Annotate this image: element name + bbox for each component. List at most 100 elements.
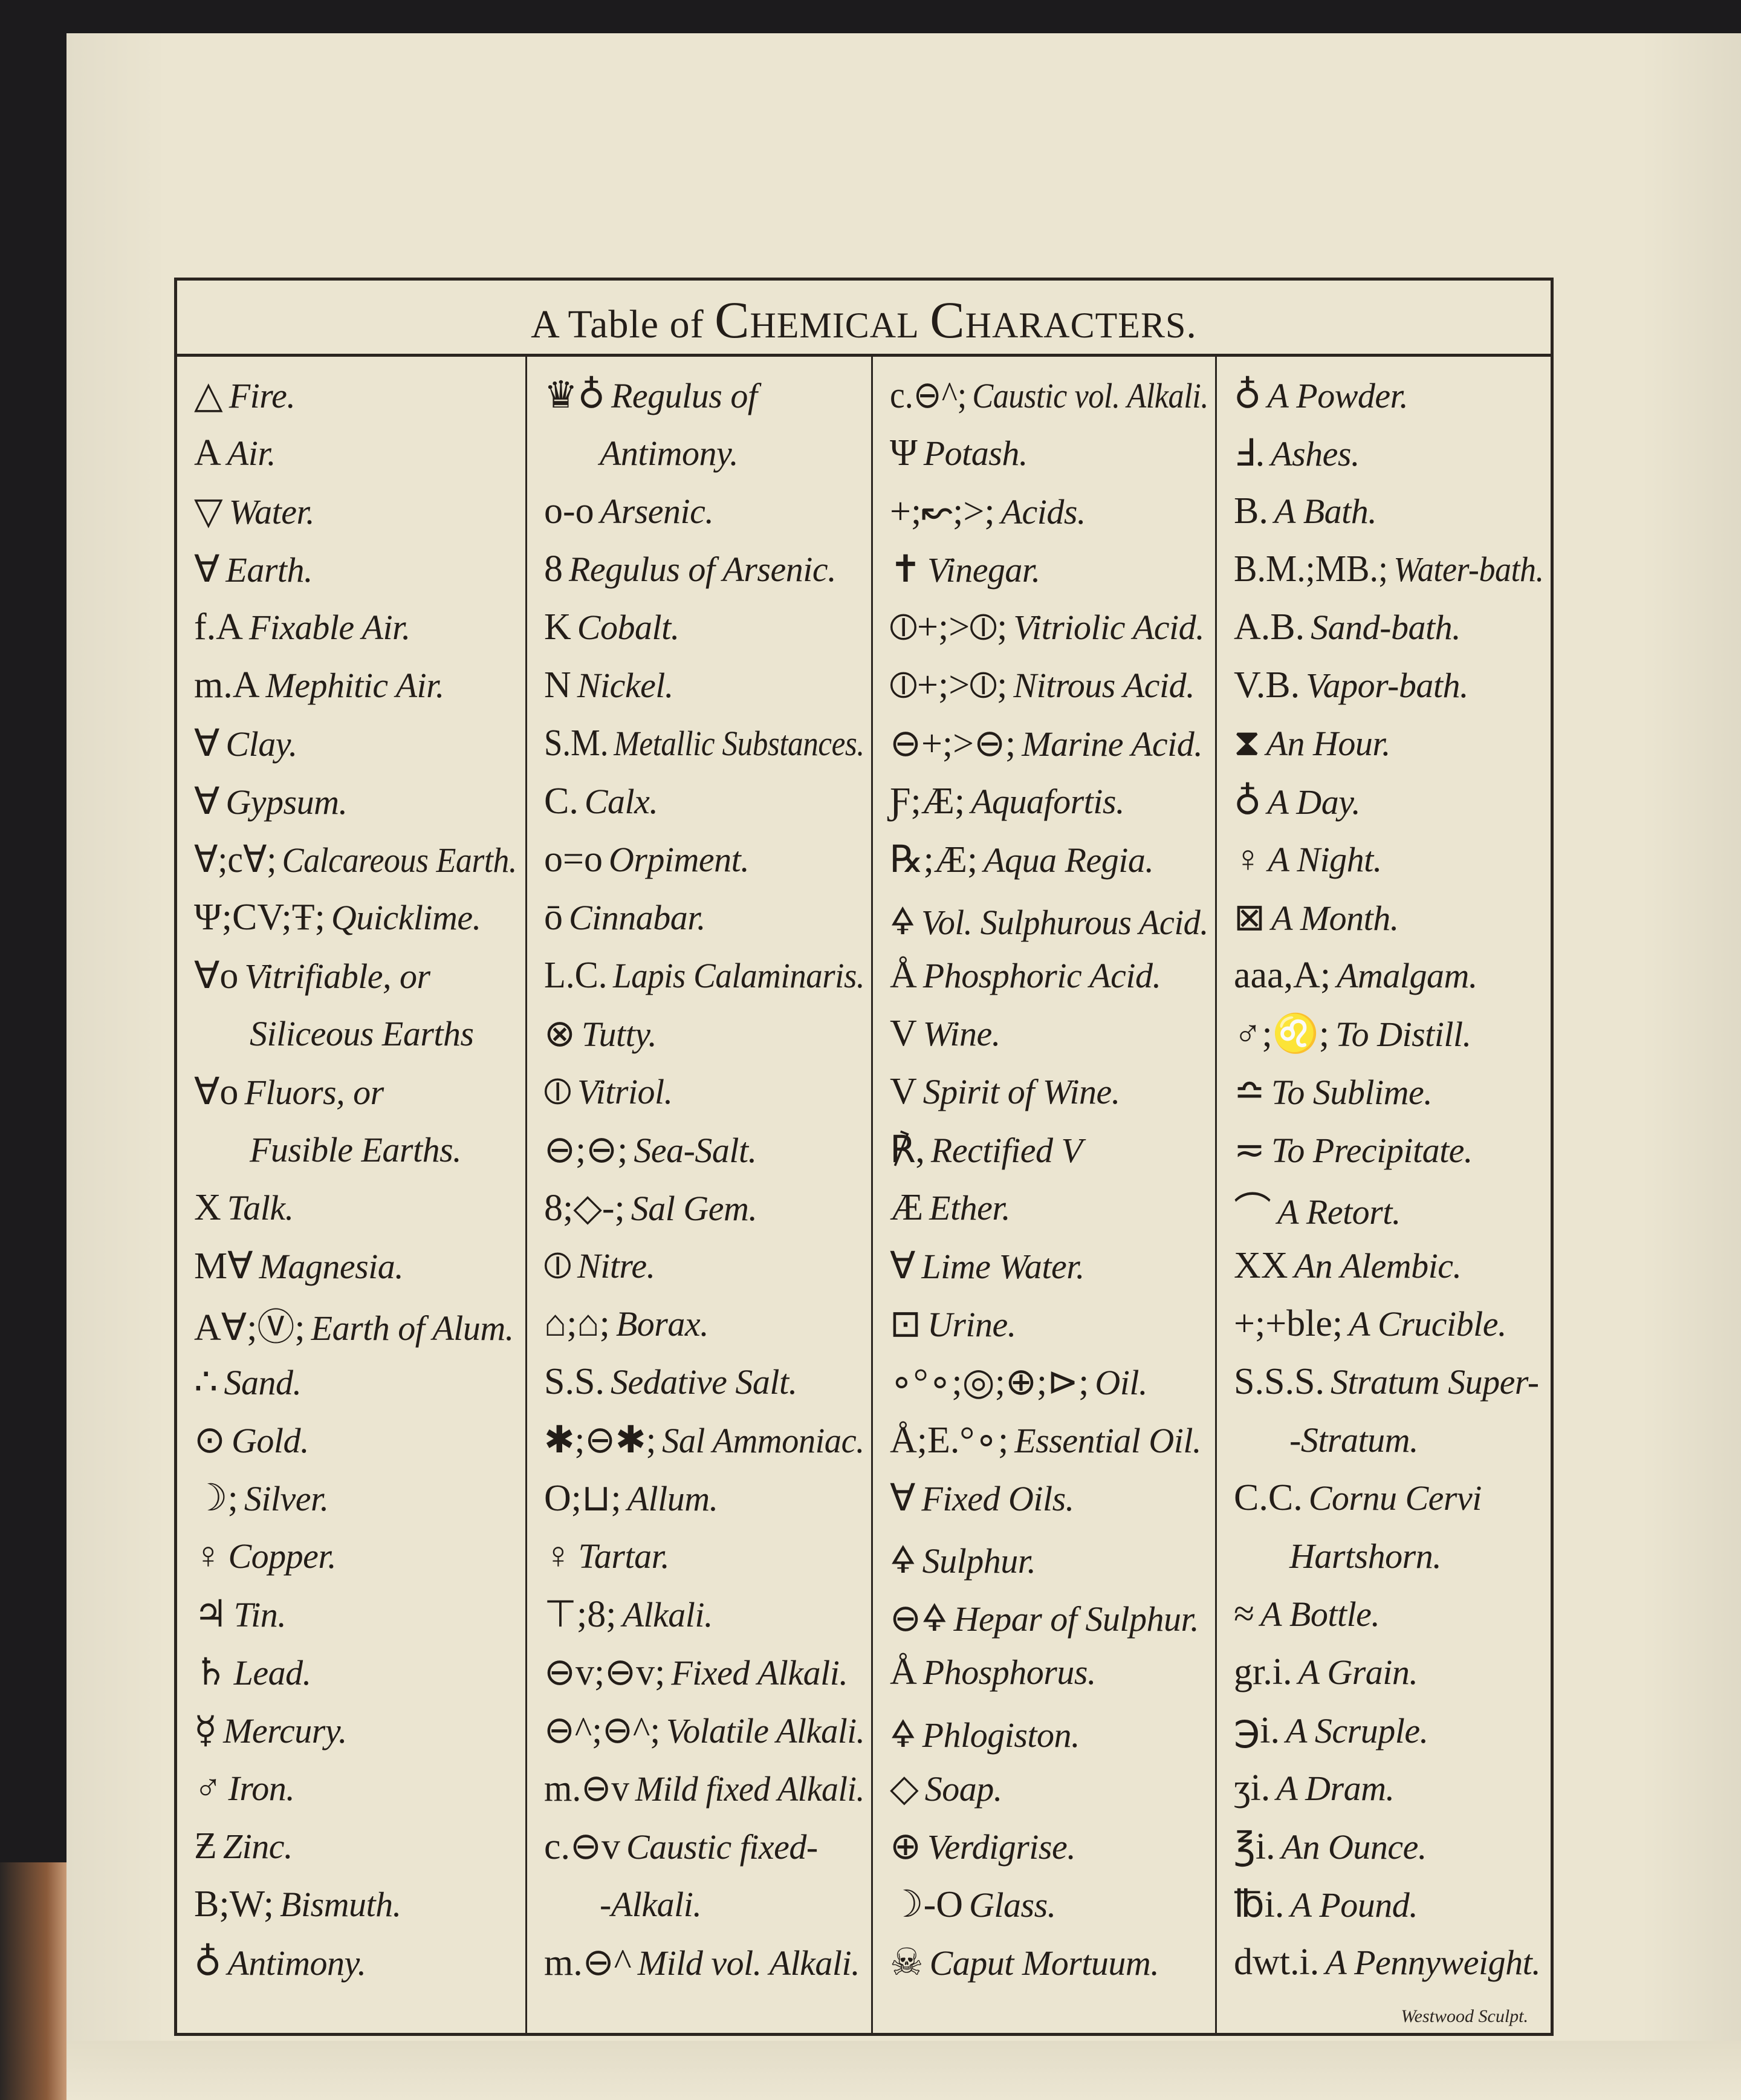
- chemical-characters-table: A Table of Chemical Characters. △ Fire. A A…: [174, 278, 1554, 2036]
- chemical-symbol: ♀: [1234, 838, 1262, 880]
- table-entry: Antimony.: [527, 424, 873, 482]
- entry-content: m.⊖v Mild fixed Alkali.: [544, 1766, 864, 1810]
- entry-label: Vitrifiable, or: [244, 957, 430, 996]
- entry-content: ⊗ Tutty.: [544, 1011, 657, 1056]
- chemical-symbol: ⊤;8;: [544, 1594, 617, 1635]
- table-entry: ∀o Fluors, or: [177, 1062, 525, 1120]
- table-entry: ≈ A Bottle.: [1217, 1585, 1552, 1643]
- entry-label: Cornu Cervi: [1308, 1478, 1482, 1518]
- chemical-symbol: ∀: [194, 781, 220, 822]
- chemical-symbol: ⊖;⊖;: [544, 1130, 628, 1171]
- chemical-symbol: ō: [544, 896, 563, 938]
- table-entry: ♂;♌; To Distill.: [1217, 1004, 1552, 1062]
- entry-label: Clay.: [225, 724, 297, 764]
- entry-content: ∀ Lime Water.: [890, 1243, 1084, 1288]
- entry-content: ♂;♌; To Distill.: [1234, 1012, 1471, 1056]
- entry-content: ∀ Gypsum.: [194, 779, 348, 824]
- chemical-symbol: f.A: [194, 606, 243, 648]
- table-entry: m.⊖v Mild fixed Alkali.: [527, 1759, 873, 1817]
- chemical-symbol: ʒi.: [1234, 1767, 1271, 1809]
- entry-content: B;W; Bismuth.: [194, 1883, 401, 1926]
- chemical-symbol: XX: [1234, 1244, 1288, 1286]
- chemical-symbol: ⌒: [1234, 1191, 1272, 1232]
- chemical-symbol: ☿: [194, 1710, 218, 1751]
- entry-content: M∀ Magnesia.: [194, 1243, 404, 1288]
- book-edge: [0, 1862, 66, 2100]
- chemical-symbol: m.A: [194, 664, 260, 706]
- table-entry: V Wine.: [873, 1004, 1217, 1062]
- entry-content: K Cobalt.: [544, 606, 679, 649]
- entry-content: ♃ Tin.: [194, 1591, 287, 1636]
- table-entry: 🜍 Phlogiston.: [873, 1701, 1217, 1759]
- chemical-symbol: V.B.: [1234, 664, 1300, 706]
- chemical-symbol: ♛♁: [544, 375, 605, 416]
- entry-content: ℞;Æ; Aqua Regia.: [890, 837, 1154, 882]
- chemical-symbol: ≈: [1234, 1593, 1255, 1634]
- entry-content: ♄ Lead.: [194, 1650, 311, 1694]
- table-entry: ⧗ An Hour.: [1217, 714, 1552, 772]
- table-entry: ♁ A Day.: [1217, 772, 1552, 830]
- table-entry: ⊖v;⊖v; Fixed Alkali.: [527, 1643, 873, 1701]
- entry-content: ≈ A Bottle.: [1234, 1593, 1380, 1636]
- entry-content: L.C. Lapis Calaminaris.: [544, 954, 865, 997]
- entry-label: Tin.: [233, 1595, 287, 1634]
- table-entry: ≏ To Sublime.: [1217, 1062, 1552, 1120]
- entry-label: Bismuth.: [280, 1884, 401, 1924]
- entry-label: Gypsum.: [225, 782, 348, 822]
- entry-content: o=o Orpiment.: [544, 838, 750, 881]
- table-entry: △ Fire.: [177, 366, 525, 424]
- entry-content: ∀o Vitrifiable, or: [194, 953, 430, 998]
- table-entry: dwt.i. A Pennyweight.: [1217, 1933, 1552, 1991]
- table-entry: S.M. Metallic Substances.: [527, 714, 873, 772]
- chemical-symbol: Ⅎ.: [1234, 433, 1265, 474]
- table-entry: ☿ Mercury.: [177, 1701, 525, 1759]
- title-prefix: A Table of: [531, 302, 704, 346]
- entry-content: -Alkali.: [600, 1884, 702, 1925]
- chemical-symbol: 8;◇-;: [544, 1188, 625, 1229]
- entry-content: C. Calx.: [544, 780, 658, 823]
- entry-content: -Stratum.: [1289, 1420, 1419, 1460]
- table-entry: ⌒ A Retort.: [1217, 1178, 1552, 1237]
- table-entry: ∀ Fixed Oils.: [873, 1469, 1217, 1527]
- entry-label: -Alkali.: [600, 1884, 702, 1924]
- entry-content: △ Fire.: [194, 372, 296, 417]
- table-entry: f.A Fixable Air.: [177, 598, 525, 656]
- entry-label: Caustic vol. Alkali.: [972, 376, 1208, 415]
- entry-content: ʒi. A Dram.: [1234, 1767, 1395, 1810]
- chemical-symbol: ≂: [1234, 1130, 1265, 1171]
- entry-content: C.C. Cornu Cervi: [1234, 1477, 1482, 1520]
- entry-label: Nickel.: [577, 665, 674, 705]
- entry-label: Potash.: [923, 433, 1028, 473]
- table-entry: ☽-O Glass.: [873, 1875, 1217, 1933]
- entry-label: Air.: [227, 433, 276, 473]
- chemical-symbol: ♂: [194, 1767, 222, 1809]
- entry-label: Sal Ammoniac.: [662, 1421, 864, 1460]
- table-entry: X Talk.: [177, 1178, 525, 1237]
- table-entry: Ƒ;Æ; Aquafortis.: [873, 772, 1217, 830]
- entry-label: Ashes.: [1271, 434, 1360, 473]
- entry-label: Water.: [229, 492, 315, 532]
- table-entry: ∀ Clay.: [177, 714, 525, 772]
- entry-label: Sulphur.: [922, 1541, 1036, 1581]
- table-entry: 8 Regulus of Arsenic.: [527, 540, 873, 598]
- entry-content: dwt.i. A Pennyweight.: [1234, 1941, 1541, 1984]
- chemical-symbol: M∀: [194, 1246, 253, 1287]
- entry-label: Vitriolic Acid.: [1013, 607, 1205, 647]
- table-entry: ♄ Lead.: [177, 1643, 525, 1701]
- entry-label: Iron.: [228, 1768, 295, 1808]
- title-word-characters: Characters: [930, 291, 1187, 349]
- entry-content: ∀ Fixed Oils.: [890, 1475, 1074, 1520]
- table-entry: ✱;⊖✱; Sal Ammoniac.: [527, 1411, 873, 1469]
- table-entry: ✝ Vinegar.: [873, 540, 1217, 598]
- entry-label: Fire.: [229, 376, 296, 415]
- column-1: △ Fire. A Air. ▽ Water. ∀ Earth. f.A Fixable Air.…: [177, 357, 525, 2033]
- chemical-symbol: B;W;: [194, 1883, 274, 1925]
- chemical-symbol: 🜍: [890, 901, 916, 943]
- chemical-symbol: 🜍: [890, 1714, 916, 1755]
- chemical-symbol: L.C.: [544, 954, 608, 996]
- chemical-symbol: gr.i.: [1234, 1651, 1292, 1692]
- entry-label: Cinnabar.: [569, 897, 705, 937]
- table-entry: K Cobalt.: [527, 598, 873, 656]
- table-entry: ō Cinnabar.: [527, 888, 873, 946]
- entry-content: Æ Ether.: [890, 1186, 1011, 1229]
